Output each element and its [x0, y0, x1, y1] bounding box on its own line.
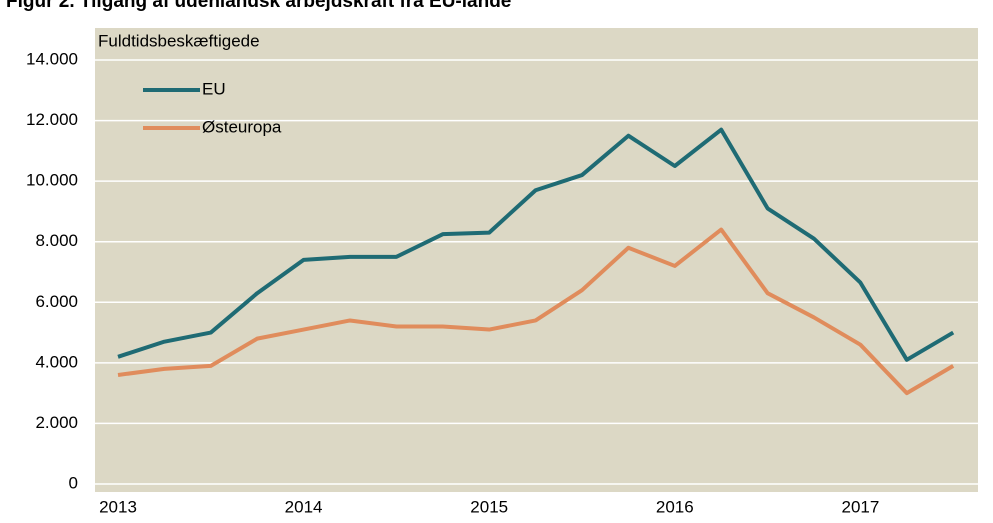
- y-tick-label: 4.000: [35, 352, 78, 371]
- x-tick-label: 2017: [841, 497, 879, 516]
- y-tick-label: 2.000: [35, 413, 78, 432]
- y-tick-label: 6.000: [35, 292, 78, 311]
- y-tick-label: 10.000: [26, 171, 78, 190]
- y-tick-label: 12.000: [26, 110, 78, 129]
- line-series: [117, 127, 955, 362]
- y-tick-label: 14.000: [26, 49, 78, 68]
- legend-label: Østeuropa: [202, 117, 282, 136]
- x-tick-label: 2014: [285, 497, 323, 516]
- y-tick-label: 0: [69, 473, 78, 492]
- x-tick-label: 2015: [470, 497, 508, 516]
- chart-title: Figur 2. Tilgang af udenlandsk arbejdskr…: [6, 0, 511, 12]
- y-tick-label: 8.000: [35, 231, 78, 250]
- plot-area: [95, 28, 978, 492]
- y-axis-label: Fuldtidsbeskæftigede: [98, 31, 260, 50]
- x-tick-label: 2016: [656, 497, 694, 516]
- line-series: [117, 227, 955, 396]
- legend-label: EU: [202, 79, 226, 98]
- x-tick-label: 2013: [99, 497, 137, 516]
